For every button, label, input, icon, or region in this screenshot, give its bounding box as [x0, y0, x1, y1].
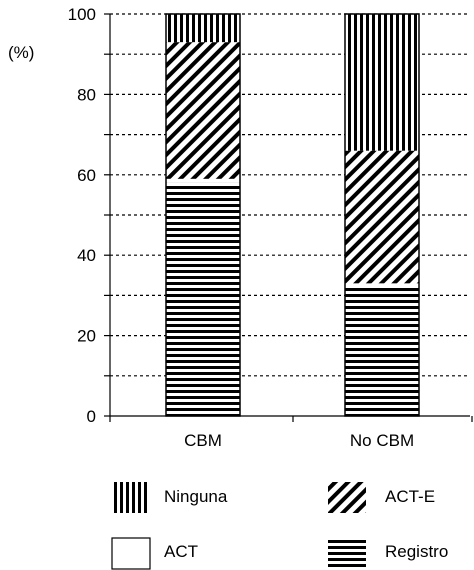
legend-swatch-registro	[328, 538, 366, 569]
legend-label-act-e: ACT-E	[385, 487, 435, 506]
bar-segment-act-e-no-cbm	[345, 150, 419, 284]
legend-label-act: ACT	[164, 542, 198, 561]
legend-label-registro: Registro	[385, 542, 448, 561]
bars	[165, 13, 420, 417]
y-tick-label: 0	[87, 407, 96, 426]
bar-segment-act-cbm	[166, 178, 240, 183]
y-tick-label: 80	[77, 85, 96, 104]
legend-swatch-ninguna	[112, 482, 150, 513]
bar-segment-registro-cbm	[166, 182, 240, 416]
bar-segment-registro-no-cbm	[345, 287, 419, 416]
legend-swatch-act	[111, 537, 151, 570]
y-tick-label: 100	[68, 5, 96, 24]
axes: CBM No CBM 0 20 40 60 80 100	[68, 5, 473, 450]
bar-segment-act-no-cbm	[345, 283, 419, 288]
y-axis-unit-label: (%)	[8, 43, 34, 62]
y-tick-label: 60	[77, 166, 96, 185]
x-tick-label: No CBM	[350, 431, 414, 450]
legend-label-ninguna: Ninguna	[164, 487, 228, 506]
bar-segment-act-e-cbm	[166, 42, 240, 179]
y-tick-label: 40	[77, 246, 96, 265]
legend: Ninguna ACT-E ACT Registro	[111, 482, 448, 570]
bar-segment-ninguna-no-cbm	[345, 14, 419, 151]
bar-segment-ninguna-cbm	[166, 14, 240, 43]
x-tick-label: CBM	[184, 431, 222, 450]
legend-swatch-act-e	[328, 482, 366, 513]
y-tick-label: 20	[77, 327, 96, 346]
